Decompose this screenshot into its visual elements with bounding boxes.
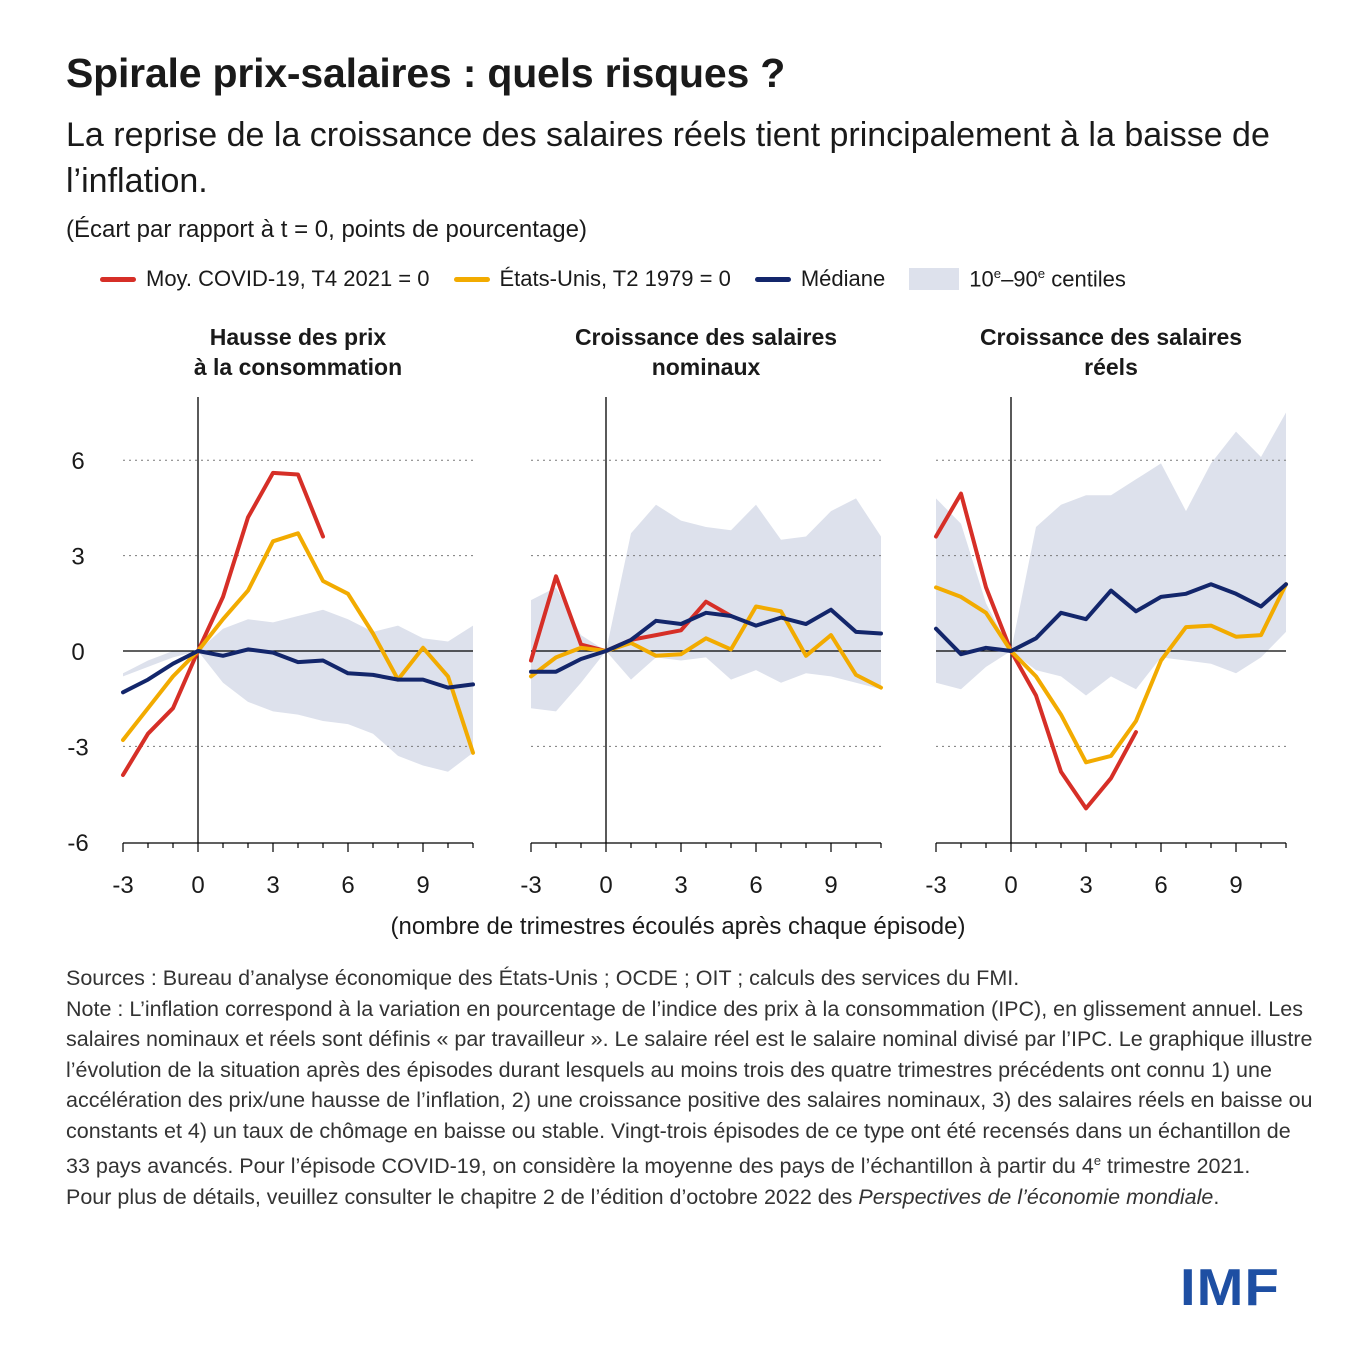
- imf-logo: IMF: [1180, 1259, 1280, 1317]
- note-text: Note : L’inflation correspond à la varia…: [66, 996, 1313, 1179]
- series-line-covid-1: [121, 470, 325, 777]
- x-tick-label-3: 0: [1004, 872, 1017, 899]
- legend-swatch-median: [754, 276, 791, 282]
- series-line-median-1: [121, 647, 475, 695]
- x-axis-label: (nombre de trimestres écoulés après chaq…: [391, 913, 966, 940]
- legend-swatch-band: [909, 268, 960, 291]
- legend-item-us: États-Unis, T2 1979 = 0: [453, 266, 731, 292]
- percentile-band-3: [936, 412, 1286, 696]
- legend-label-us: États-Unis, T2 1979 = 0: [499, 266, 731, 292]
- x-tick-label-1: 0: [191, 872, 204, 899]
- panel-title-3-line2: réels: [1084, 354, 1138, 380]
- charts-canvas: Hausse des prix à la consommation -3 0 3 6 9 6 3…: [67, 324, 1288, 940]
- x-tick-label-3: 9: [1229, 872, 1242, 899]
- chart-title: Spirale prix-salaires : quels risques ?: [66, 50, 786, 96]
- x-tick-label-2: -3: [520, 872, 541, 899]
- series-line-us-2: [529, 604, 883, 690]
- x-tick-label-2: 0: [599, 872, 612, 899]
- series-line-us-3: [934, 582, 1288, 765]
- legend-item-band: 10e–90e centiles: [909, 266, 1126, 292]
- panel-title-2: Croissance des salaires: [575, 324, 837, 350]
- panel-title-1: Hausse des prix: [210, 324, 387, 350]
- x-tick-label-1: 6: [341, 872, 354, 899]
- chart-subtitle: La reprise de la croissance des salaires…: [66, 116, 1270, 200]
- sources-text: Sources : Bureau d’analyse économique de…: [66, 966, 1020, 990]
- details-text: Pour plus de détails, veuillez consulter…: [66, 1184, 1220, 1209]
- legend-swatch-covid: [100, 276, 136, 282]
- y-tick-label: 0: [71, 639, 84, 666]
- legend-swatch-us: [453, 276, 490, 282]
- x-tick-label-2: 3: [674, 872, 687, 899]
- y-tick-label: 6: [71, 448, 84, 475]
- units-label: (Écart par rapport à t = 0, points de po…: [66, 216, 587, 243]
- legend-label-median: Médiane: [800, 266, 886, 292]
- x-tick-label-3: 6: [1154, 872, 1167, 899]
- x-tick-label-1: 9: [416, 872, 429, 899]
- panel-title-3: Croissance des salaires: [980, 324, 1242, 350]
- y-tick-label: -3: [67, 734, 88, 761]
- percentile-band-2: [531, 498, 881, 712]
- x-tick-label-3: -3: [925, 872, 946, 899]
- notes: Sources : Bureau d’analyse économique de…: [66, 963, 1316, 1212]
- x-tick-label-2: 9: [824, 872, 837, 899]
- legend-label-band: 10e–90e centiles: [969, 266, 1126, 292]
- legend-item-median: Médiane: [754, 266, 886, 292]
- series-line-covid-3: [934, 491, 1138, 811]
- legend-item-covid: Moy. COVID-19, T4 2021 = 0: [100, 266, 430, 292]
- series-line-median-3: [934, 582, 1288, 657]
- y-tick-label: -6: [67, 830, 88, 857]
- x-tick-label-1: 3: [266, 872, 279, 899]
- panel-title-2-line2: nominaux: [652, 354, 761, 380]
- x-tick-label-2: 6: [749, 872, 762, 899]
- x-tick-label-1: -3: [112, 872, 133, 899]
- percentile-band-1: [123, 609, 473, 772]
- legend: Moy. COVID-19, T4 2021 = 0 États-Unis, T…: [100, 266, 1150, 292]
- series-line-median-2: [529, 607, 883, 674]
- panel-title-1-line2: à la consommation: [194, 354, 402, 380]
- x-tick-label-3: 3: [1079, 872, 1092, 899]
- series-line-us-1: [121, 531, 475, 755]
- y-tick-label: 3: [71, 544, 84, 571]
- legend-label-covid: Moy. COVID-19, T4 2021 = 0: [146, 266, 430, 292]
